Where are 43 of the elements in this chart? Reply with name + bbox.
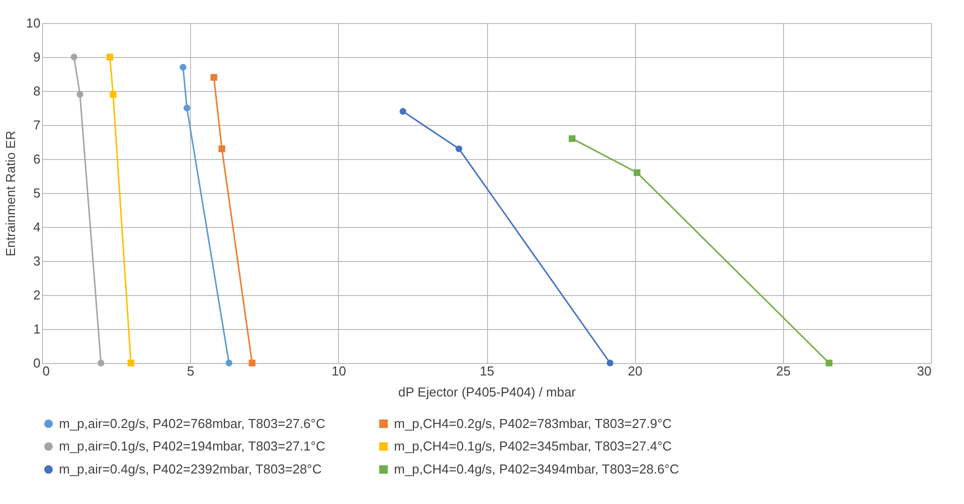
x-tick-label: 25 bbox=[776, 364, 791, 378]
point bbox=[226, 360, 232, 366]
point bbox=[76, 91, 84, 98]
x-tick-label: 0 bbox=[42, 364, 50, 378]
x-tick-label: 15 bbox=[480, 364, 494, 378]
legend-label: m_p,air=0.1g/s, P402=194mbar, T803=27.1°C bbox=[59, 438, 326, 454]
y-tick-label: 1 bbox=[33, 322, 40, 336]
y-tick-label: 5 bbox=[33, 186, 40, 200]
y-tick-label: 6 bbox=[33, 152, 40, 166]
point bbox=[400, 108, 406, 115]
legend-label: m_p,air=0.2g/s, P402=768mbar, T803=27.6°C bbox=[59, 416, 326, 431]
point bbox=[606, 360, 614, 366]
y-tick-label: 7 bbox=[33, 118, 40, 132]
point bbox=[128, 360, 134, 366]
y-tick-label: 9 bbox=[33, 50, 40, 64]
y-tick-label: 8 bbox=[33, 84, 40, 98]
x-axis-title: dP Ejector (P405-P404) / mbar bbox=[398, 384, 576, 400]
y-axis-title: Entrainment Ratio ER bbox=[3, 130, 18, 256]
y-tick-label: 3 bbox=[33, 254, 40, 268]
point bbox=[210, 74, 218, 81]
point bbox=[218, 145, 226, 152]
point bbox=[826, 360, 832, 366]
x-tick-label: 10 bbox=[332, 364, 346, 378]
y-tick-label: 4 bbox=[33, 220, 40, 234]
legend-label: m_p,CH4=0.4g/s, P402=3494mbar, T803=28.6°C bbox=[394, 462, 680, 476]
x-tick-label: 5 bbox=[187, 364, 194, 378]
legend-label: m_p,CH4=0.1g/s, P402=345mbar, T803=27.4°C bbox=[394, 438, 672, 454]
y-tick-label: 10 bbox=[26, 16, 40, 30]
x-tick-label: 20 bbox=[628, 364, 642, 378]
point bbox=[248, 360, 256, 366]
point bbox=[70, 54, 78, 60]
point bbox=[110, 91, 116, 98]
point bbox=[634, 169, 640, 176]
legend-label: m_p,CH4=0.2g/s, P402=783mbar, T803=27.9°C bbox=[394, 416, 672, 431]
point bbox=[180, 64, 186, 71]
point bbox=[98, 360, 104, 366]
point bbox=[456, 145, 462, 152]
point bbox=[184, 104, 190, 112]
legend-label: m_p,air=0.4g/s, P402=2392mbar, T803=28°C bbox=[59, 462, 322, 476]
point bbox=[106, 54, 114, 60]
x-tick-label: 30 bbox=[917, 364, 932, 378]
point bbox=[568, 135, 576, 142]
y-tick-label: 2 bbox=[33, 288, 40, 302]
